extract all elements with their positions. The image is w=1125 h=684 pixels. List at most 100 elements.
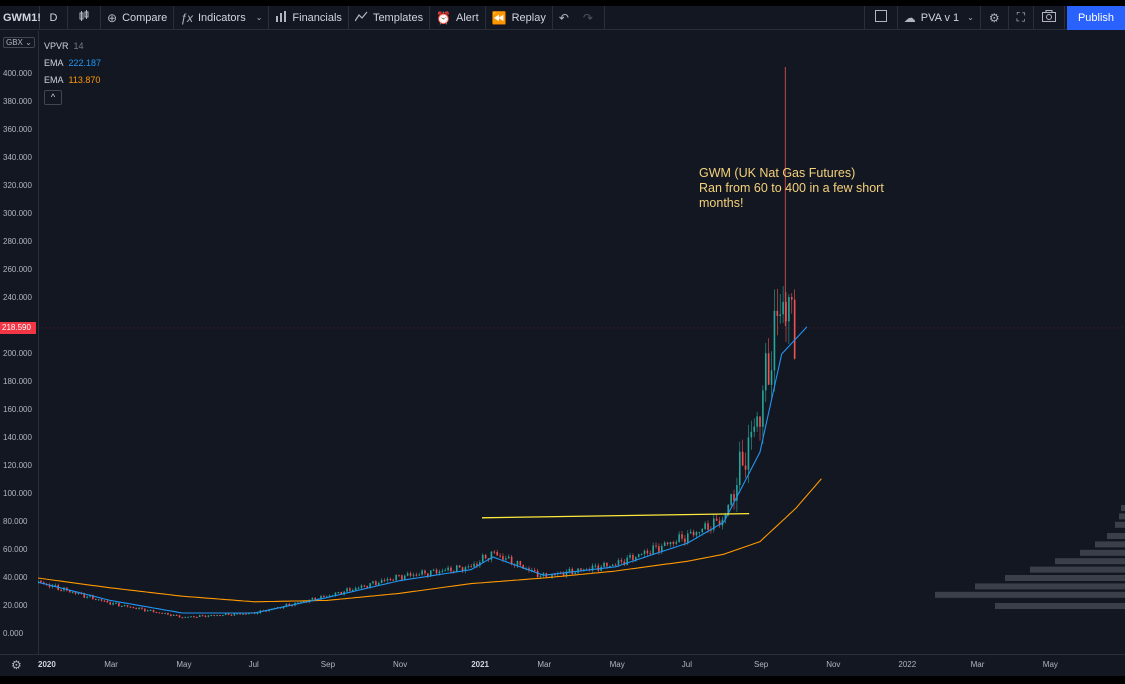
candle-body <box>493 551 496 553</box>
candle-body <box>86 596 88 598</box>
candle-body <box>776 310 779 316</box>
candle-body <box>224 613 227 616</box>
candle-body <box>620 560 623 562</box>
price-axis[interactable]: GBX ⌄ 400.000 380.000 360.000 340.000 320.00… <box>0 31 39 654</box>
chart-style-button[interactable] <box>68 6 101 29</box>
candle-body <box>427 573 429 577</box>
alert-label: Alert <box>456 11 479 24</box>
compare-label: Compare <box>122 11 168 24</box>
compare-button[interactable]: ⊕ Compare <box>101 6 175 29</box>
candle-body <box>629 555 631 558</box>
candle-body <box>412 574 415 576</box>
candle-body <box>718 520 721 526</box>
replay-button[interactable]: ⏪ Replay <box>486 6 553 29</box>
candle-body <box>126 605 129 607</box>
candle-body <box>438 571 441 574</box>
candle-body <box>54 585 57 587</box>
fullscreen-button[interactable]: ⛶ <box>1009 6 1034 29</box>
undo-button[interactable]: ↶ <box>553 6 577 29</box>
chevron-down-icon: ⌄ <box>967 13 974 22</box>
snapshot-button[interactable] <box>1034 6 1065 29</box>
symbol-search[interactable]: GWM1! <box>0 6 41 29</box>
legend-vpvr[interactable]: VPVR 14 <box>44 37 101 54</box>
candle-body <box>614 564 617 566</box>
fullscreen-layout-button[interactable] <box>863 6 898 29</box>
candle-body <box>94 598 97 601</box>
candle-body <box>790 297 793 300</box>
candle-body <box>193 616 195 618</box>
candle-body <box>38 580 39 583</box>
candle-body <box>484 554 487 559</box>
templates-button[interactable]: Templates <box>349 6 431 29</box>
time-tick: May <box>609 660 625 669</box>
candle-body <box>239 613 241 615</box>
candle-body <box>100 599 103 601</box>
redo-button[interactable]: ↷ <box>577 6 605 29</box>
indicators-button[interactable]: ƒx Indicators ⌄ <box>174 6 270 29</box>
candle-body <box>536 570 539 577</box>
candle-body <box>222 615 224 617</box>
candle-body <box>695 532 698 536</box>
candle-body <box>406 573 409 576</box>
candle-body <box>135 607 137 609</box>
chart-annotation[interactable]: GWM (UK Nat Gas Futures) Ran from 60 to … <box>699 166 884 211</box>
candle-body <box>507 556 510 559</box>
candle-body <box>542 573 545 576</box>
candle-body <box>415 574 418 576</box>
candle-body <box>574 572 576 575</box>
legend-ema-2[interactable]: EMA 113.870 <box>44 71 101 88</box>
legend-ema-1[interactable]: EMA 222.187 <box>44 54 101 71</box>
layout-menu[interactable]: ☁ PVA v 1 ⌄ <box>898 6 981 29</box>
candle-body <box>424 570 426 574</box>
candle-body <box>395 574 397 581</box>
candle-body <box>89 595 91 597</box>
candle-body <box>187 616 189 618</box>
candle-body <box>476 563 478 566</box>
candle-body <box>354 588 357 591</box>
candle-body <box>632 555 634 560</box>
candle-body <box>473 563 475 567</box>
candle-body <box>213 615 215 617</box>
candle-body <box>392 579 395 581</box>
candle-body <box>736 485 738 501</box>
candle-body <box>328 595 331 597</box>
candle-body <box>611 564 614 566</box>
time-tick: Jul <box>248 660 259 669</box>
gear-icon[interactable]: ⚙ <box>11 658 22 672</box>
time-tick: Nov <box>393 660 408 669</box>
candle-body <box>626 557 628 565</box>
candle-body <box>340 592 343 595</box>
candle-body <box>577 568 579 573</box>
publish-button[interactable]: Publish <box>1067 5 1125 30</box>
collapse-legend-button[interactable]: ^ <box>44 90 62 105</box>
volume-profile-bar <box>1005 575 1125 581</box>
window-top-strip <box>0 0 1125 6</box>
alert-button[interactable]: ⏰ Alert <box>430 6 486 29</box>
candle-body <box>704 523 706 529</box>
currency-selector[interactable]: GBX ⌄ <box>3 37 35 48</box>
candle-body <box>496 552 498 556</box>
candle-body <box>689 531 692 534</box>
candle-body <box>369 583 371 588</box>
financials-button[interactable]: Financials <box>269 6 349 29</box>
top-toolbar: GWM1! D ⊕ Compare ƒx Indicators ⌄ Financ… <box>0 5 1125 30</box>
candle-body <box>678 534 680 543</box>
time-axis[interactable]: ⚙ 2020 Mar May Jul Sep Nov 2021 Mar May Jul Sep Nov… <box>0 654 1125 676</box>
candle-body <box>522 565 524 569</box>
volume-profile-bar <box>975 583 1125 590</box>
price-chart[interactable] <box>38 31 1125 654</box>
candle-body <box>403 575 406 580</box>
candle-body <box>432 569 435 571</box>
candle-body <box>785 301 787 322</box>
interval-button[interactable]: D <box>40 6 68 29</box>
candle-body <box>311 597 314 600</box>
settings-button[interactable]: ⚙ <box>981 6 1009 29</box>
candle-body <box>767 353 770 385</box>
candle-body <box>744 465 747 470</box>
candle-body <box>129 606 132 608</box>
candle-body <box>554 574 556 576</box>
candle-body <box>738 451 741 486</box>
candle-body <box>597 565 600 571</box>
price-tick: 340.000 <box>3 153 32 162</box>
candle-body <box>637 554 640 558</box>
